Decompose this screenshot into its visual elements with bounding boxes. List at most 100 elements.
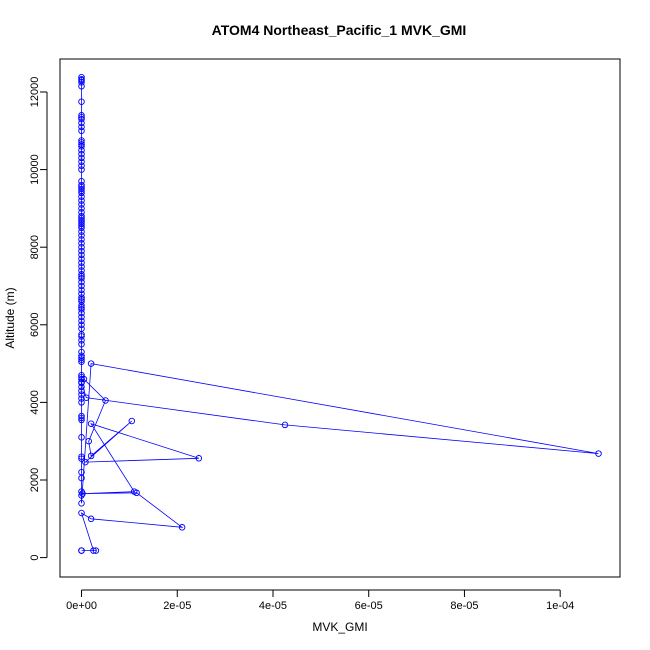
data-point bbox=[78, 509, 85, 517]
data-point bbox=[87, 515, 95, 523]
data-point bbox=[78, 313, 85, 321]
data-point bbox=[78, 82, 85, 90]
data-point bbox=[78, 302, 85, 309]
data-point bbox=[78, 240, 85, 247]
y-axis: 0 2000 4000 6000 8000 10000 12000 bbox=[29, 77, 48, 561]
y-tick-label: 8000 bbox=[29, 235, 41, 259]
data-point bbox=[78, 243, 85, 251]
data-series bbox=[78, 73, 602, 554]
data-point bbox=[78, 434, 85, 441]
y-tick-label: 4000 bbox=[29, 390, 41, 414]
data-point bbox=[78, 236, 85, 243]
plot-frame bbox=[59, 58, 621, 578]
y-tick-label: 10000 bbox=[29, 154, 41, 185]
data-point bbox=[78, 228, 85, 235]
data-point bbox=[78, 274, 85, 282]
data-point bbox=[78, 455, 85, 462]
data-point bbox=[78, 333, 85, 340]
x-tick-label: 1e-04 bbox=[546, 600, 574, 612]
data-point bbox=[78, 306, 85, 313]
data-point bbox=[78, 143, 85, 150]
data-point bbox=[78, 416, 85, 424]
data-point bbox=[78, 224, 85, 232]
data-point bbox=[78, 399, 85, 406]
data-point bbox=[78, 282, 85, 290]
data-point bbox=[78, 412, 85, 420]
data-point bbox=[90, 547, 97, 554]
data-point bbox=[78, 286, 85, 294]
data-point bbox=[87, 452, 95, 460]
y-axis-label: Altitude (m) bbox=[3, 287, 17, 348]
data-point bbox=[78, 73, 85, 81]
y-tick-label: 2000 bbox=[29, 468, 41, 492]
data-point bbox=[78, 115, 85, 123]
data-point bbox=[78, 251, 85, 259]
y-tick-label: 6000 bbox=[29, 313, 41, 337]
data-point bbox=[78, 150, 85, 158]
data-point bbox=[78, 354, 85, 362]
data-point bbox=[78, 309, 85, 317]
data-point bbox=[78, 79, 85, 86]
data-point bbox=[78, 205, 85, 212]
data-point bbox=[78, 220, 85, 228]
data-point bbox=[78, 112, 85, 119]
series-line bbox=[80, 77, 599, 551]
data-point bbox=[595, 450, 602, 457]
chart-title: ATOM4 Northeast_Pacific_1 MVK_GMI bbox=[212, 22, 467, 38]
data-point bbox=[78, 259, 85, 266]
data-point bbox=[178, 524, 186, 531]
data-point bbox=[92, 547, 100, 554]
x-tick-label: 4e-05 bbox=[259, 600, 287, 612]
data-point bbox=[78, 162, 85, 169]
data-point bbox=[78, 278, 85, 286]
data-point bbox=[133, 489, 140, 497]
data-point bbox=[85, 437, 92, 445]
data-point bbox=[78, 123, 85, 131]
data-point bbox=[78, 387, 85, 395]
data-point bbox=[87, 360, 95, 367]
data-point bbox=[78, 255, 85, 263]
data-point bbox=[102, 397, 109, 404]
data-point bbox=[78, 358, 85, 365]
data-point bbox=[78, 247, 85, 255]
data-point bbox=[78, 197, 85, 204]
data-point bbox=[78, 189, 85, 197]
data-point bbox=[78, 474, 85, 482]
data-point bbox=[78, 127, 85, 135]
data-point bbox=[87, 420, 95, 427]
data-point bbox=[78, 98, 85, 105]
x-tick-label: 0e+00 bbox=[66, 600, 97, 612]
x-tick-label: 8e-05 bbox=[450, 600, 478, 612]
data-point bbox=[83, 394, 90, 401]
data-point bbox=[78, 340, 85, 348]
data-point bbox=[78, 201, 85, 208]
data-point bbox=[78, 395, 85, 402]
data-point bbox=[78, 139, 85, 146]
data-point bbox=[78, 158, 85, 166]
data-point bbox=[78, 119, 85, 127]
data-point bbox=[78, 375, 85, 383]
data-point bbox=[78, 414, 85, 422]
x-tick-label: 6e-05 bbox=[355, 600, 383, 612]
y-tick-label: 12000 bbox=[29, 77, 41, 108]
x-tick-label: 2e-05 bbox=[163, 600, 191, 612]
data-point bbox=[195, 455, 203, 462]
data-point bbox=[78, 232, 85, 239]
y-tick-label: 0 bbox=[29, 555, 41, 561]
data-point bbox=[78, 453, 85, 460]
data-point bbox=[79, 490, 86, 497]
data-point bbox=[78, 547, 85, 554]
data-point bbox=[78, 356, 85, 363]
data-point bbox=[78, 263, 85, 270]
data-point bbox=[78, 391, 85, 398]
data-point bbox=[78, 294, 85, 301]
data-point bbox=[82, 458, 89, 466]
data-point bbox=[80, 375, 88, 383]
data-point bbox=[78, 321, 85, 329]
x-axis-label: MVK_GMI bbox=[312, 620, 367, 634]
data-point bbox=[78, 337, 85, 344]
data-point bbox=[78, 193, 85, 200]
data-point bbox=[78, 383, 85, 391]
data-point bbox=[78, 166, 85, 173]
